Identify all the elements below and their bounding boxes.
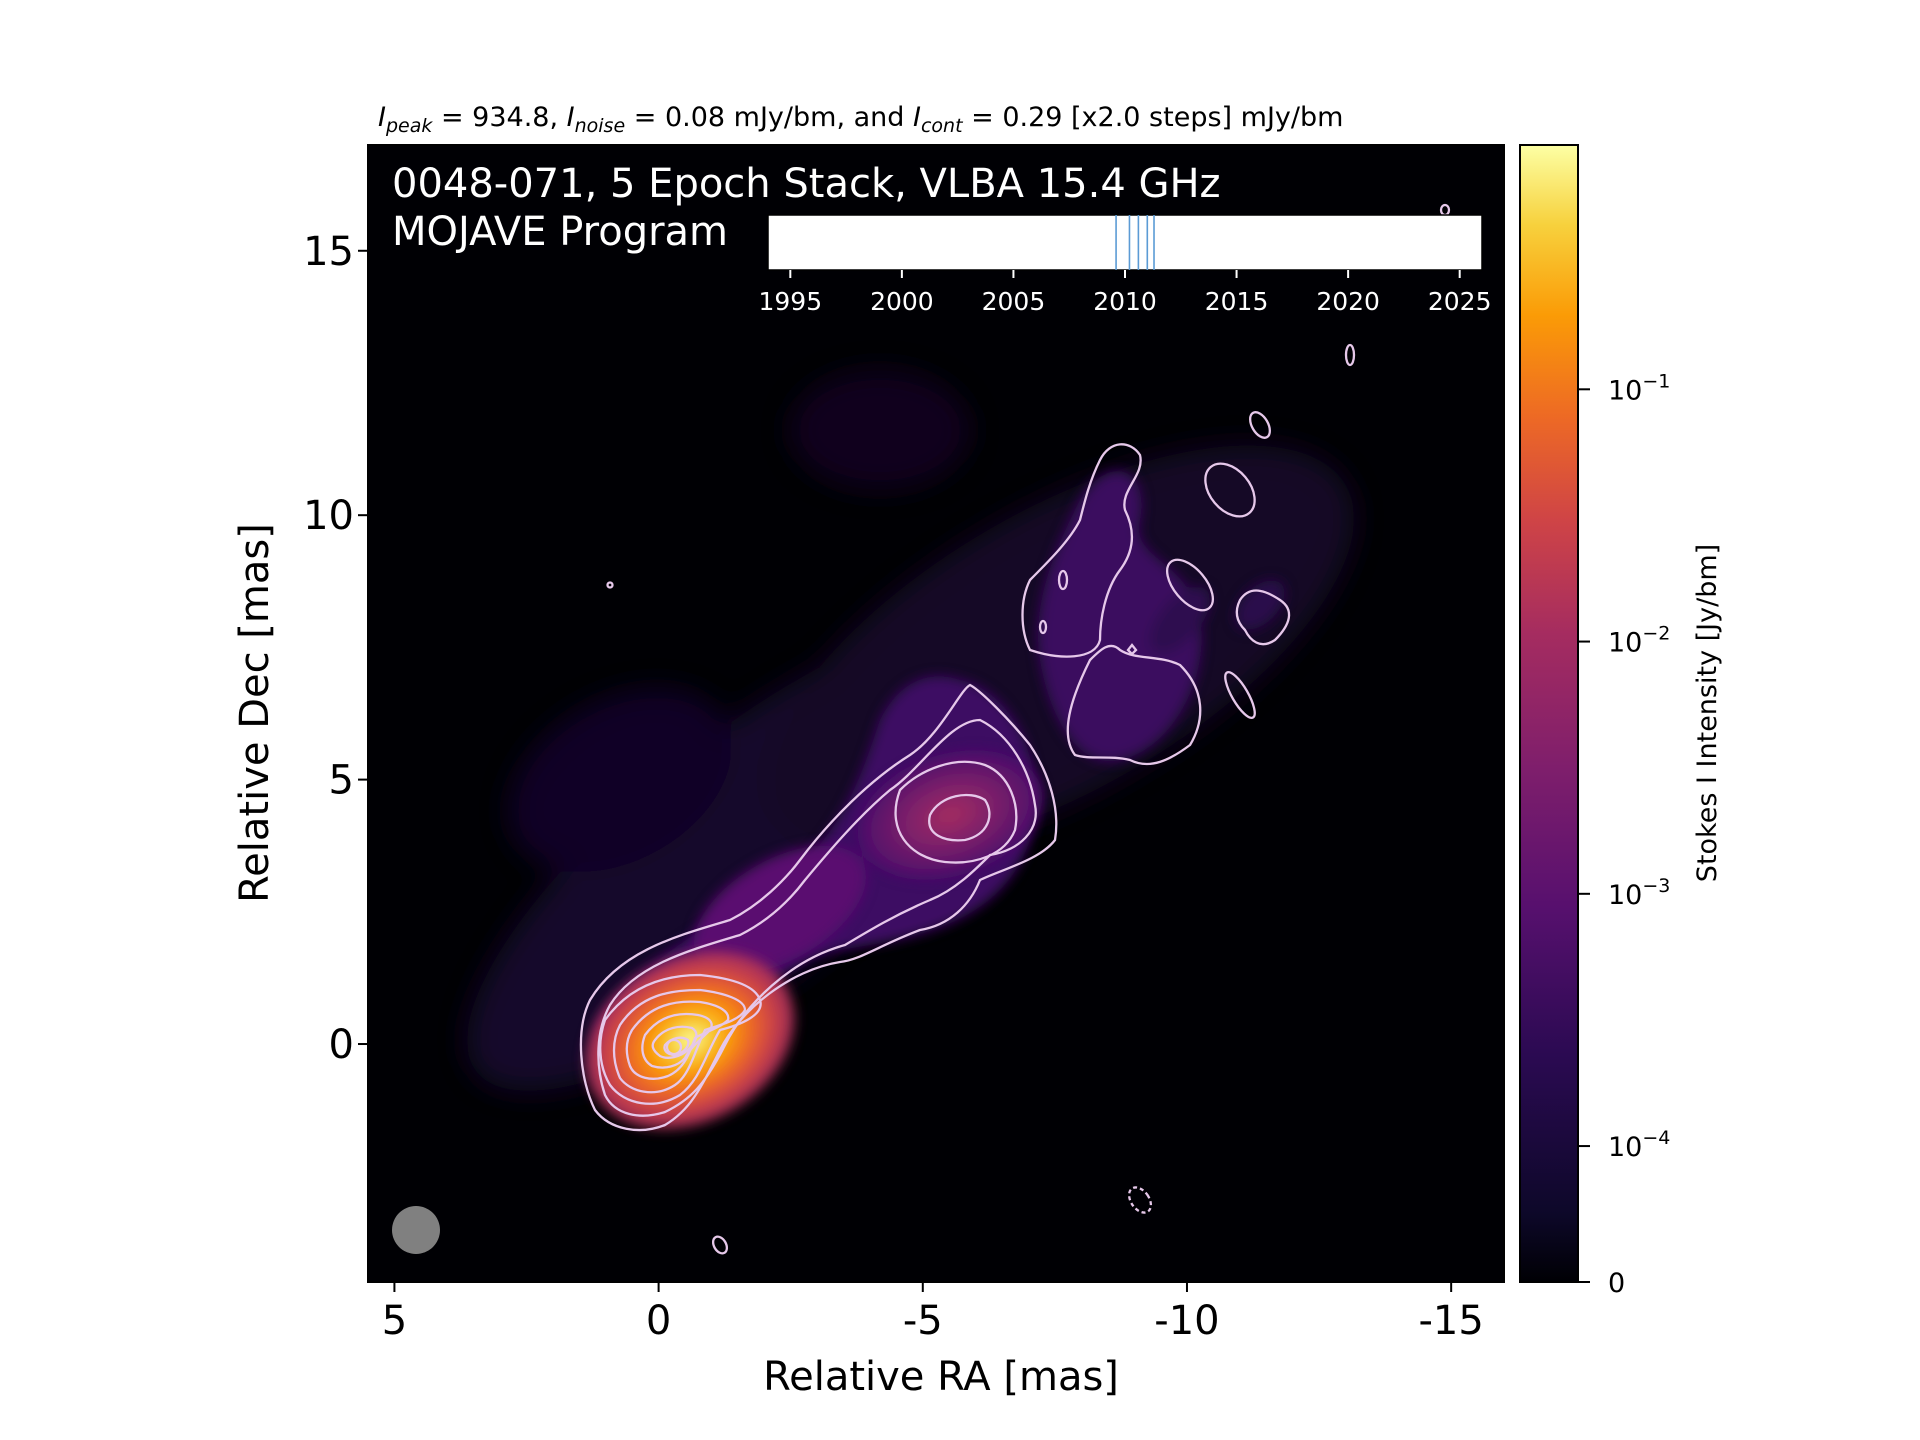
y-tick-label: 10 [303,493,354,539]
intensity-contours [579,203,1451,1255]
x-tick-label: 0 [646,1298,671,1344]
timeline-tick-label: 2025 [1428,287,1492,316]
y-tick-label: 15 [303,229,354,275]
core-emission [585,951,795,1129]
knot-emission [857,750,1043,880]
colorbar-tick-label: 10−3 [1608,875,1670,911]
y-tick-label: 5 [329,758,354,804]
header-info: Ipeak = 934.8, Inoise = 0.08 mJy/bm, and… [378,102,1343,137]
colorbar-tick-label: 10−4 [1608,1127,1670,1163]
colorbar-tick-label: 0 [1608,1268,1625,1299]
chart-title: 0048-071, 5 Epoch Stack, VLBA 15.4 GHz [392,161,1221,207]
timeline-tick-label: 2005 [982,287,1046,316]
beam-ellipse [392,1206,440,1254]
epoch-timeline: 1995 2000 2005 2010 2015 2020 2025 [759,214,1492,316]
x-tick-label: 5 [382,1298,407,1344]
plot-frame [367,144,1505,1283]
y-axis-label: Relative Dec [mas] [232,523,278,903]
timeline-tick-label: 2015 [1205,287,1269,316]
y-tick-label: 0 [329,1022,354,1068]
x-tick-label: -5 [903,1298,943,1344]
timeline-tick-label: 2010 [1093,287,1157,316]
image-panel: 0048-071, 5 Epoch Stack, VLBA 15.4 GHz M… [368,145,1504,1282]
timeline-box [767,214,1483,271]
colorbar-tick-label: 10−1 [1608,370,1670,406]
x-tick-label: -10 [1154,1298,1219,1344]
timeline-tick-label: 2020 [1316,287,1380,316]
x-tick-label: -15 [1418,1298,1483,1344]
chart-subtitle: MOJAVE Program [392,209,728,255]
colorbar-tick-label: 10−2 [1608,623,1670,659]
x-axis-label: Relative RA [mas] [763,1354,1119,1400]
timeline-tick-label: 2000 [870,287,934,316]
timeline-tick-label: 1995 [759,287,823,316]
colorbar-label: Stokes I Intensity [Jy/bm] [1692,544,1723,882]
colorbar [1519,144,1579,1283]
